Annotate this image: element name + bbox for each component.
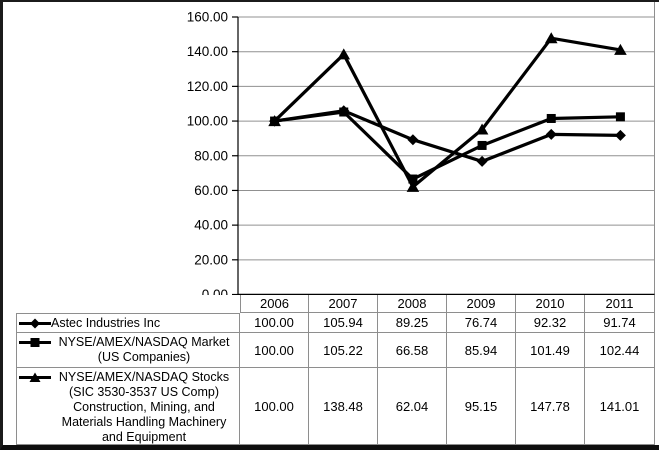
year-header-cell: 2009	[447, 295, 516, 313]
y-axis-tick-label: 160.00	[187, 10, 228, 25]
value-cell: 91.74	[585, 313, 655, 333]
legend-label-line: NYSE/AMEX/NASDAQ Market	[58, 335, 230, 349]
diamond-marker-icon	[614, 129, 626, 141]
table-row-spacer	[3, 368, 16, 445]
y-axis-tick-label: 20.00	[194, 252, 228, 267]
series-line-1	[274, 110, 621, 181]
value-cell: 100.00	[240, 333, 309, 368]
value-cell: 138.48	[309, 368, 378, 445]
year-header-cell: 2011	[585, 295, 655, 313]
legend-label-line: Construction, Mining, and	[73, 400, 215, 414]
value-cell: 101.49	[516, 333, 585, 368]
value-cell: 105.22	[309, 333, 378, 368]
legend-cell: Astec Industries Inc	[16, 313, 240, 333]
square-marker-icon	[546, 113, 556, 123]
legend-label-line: NYSE/AMEX/NASDAQ Stocks	[58, 370, 230, 384]
year-header-cell: 2007	[309, 295, 378, 313]
table-header-spacer	[3, 295, 240, 313]
triangle-marker-icon	[29, 372, 41, 382]
legend-label-line: (SIC 3530-3537 US Comp)	[68, 385, 220, 399]
value-cell: 147.78	[516, 368, 585, 445]
value-cell: 92.32	[516, 313, 585, 333]
value-cell: 66.58	[378, 333, 447, 368]
legend-key-triangle-icon	[19, 372, 51, 382]
y-axis-tick-label: 100.00	[187, 114, 228, 129]
value-cell: 95.15	[447, 368, 516, 445]
y-axis-tick-label: 80.00	[194, 148, 228, 163]
legend-label: NYSE/AMEX/NASDAQ Stocks (SIC 3530-3537 US…	[51, 370, 237, 445]
legend-cell: NYSE/AMEX/NASDAQ Stocks (SIC 3530-3537 US…	[16, 368, 240, 445]
value-cell: 141.01	[585, 368, 655, 445]
square-marker-icon	[615, 112, 625, 122]
diamond-marker-icon	[545, 128, 557, 140]
year-header-cell: 2010	[516, 295, 585, 313]
legend-label-line: Materials Handling Machinery	[61, 415, 227, 429]
value-cell: 105.94	[309, 313, 378, 333]
value-cell: 62.04	[378, 368, 447, 445]
y-axis-tick-label: 140.00	[187, 44, 228, 59]
diamond-marker-icon	[476, 155, 488, 167]
legend-label-line: Astec Industries Inc	[51, 316, 161, 330]
legend-label-line: (US Companies)	[97, 350, 191, 364]
table-row-spacer	[3, 333, 16, 368]
legend-label: NYSE/AMEX/NASDAQ Market (US Companies)	[51, 335, 237, 365]
year-header-cell: 2008	[378, 295, 447, 313]
year-header-cell: 2006	[240, 295, 309, 313]
y-axis-tick-label: 60.00	[194, 183, 228, 198]
value-cell: 89.25	[378, 313, 447, 333]
triangle-marker-icon	[337, 48, 351, 60]
square-marker-icon	[339, 107, 349, 117]
triangle-marker-icon	[475, 123, 489, 135]
value-cell: 85.94	[447, 333, 516, 368]
triangle-marker-icon	[544, 32, 558, 44]
value-cell: 76.74	[447, 313, 516, 333]
y-axis-tick-label: 40.00	[194, 218, 228, 233]
value-cell: 102.44	[585, 333, 655, 368]
square-marker-icon	[270, 116, 280, 126]
legend-key-diamond-icon	[19, 318, 51, 329]
square-marker-icon	[408, 174, 418, 184]
square-marker-icon	[477, 140, 487, 150]
square-marker-icon	[30, 338, 40, 347]
legend-key-square-icon	[19, 338, 51, 347]
diamond-marker-icon	[407, 134, 419, 146]
y-axis-tick-label: 120.00	[187, 79, 228, 94]
performance-line-chart: 0.00 20.00 40.00 60.00 80.00 100.00 120.00 140.…	[187, 2, 655, 295]
triangle-marker-icon	[614, 43, 627, 55]
series-line-2	[273, 36, 621, 190]
table-row-spacer	[3, 313, 16, 333]
performance-data-table: 2006 2007 2008 2009 2010 2011 Astec Industries…	[3, 295, 655, 445]
legend-label-line: and Equipment	[101, 430, 187, 444]
legend-label: Astec Industries Inc	[51, 316, 237, 331]
value-cell: 100.00	[240, 368, 309, 445]
triangle-marker-icon	[406, 180, 420, 192]
legend-cell: NYSE/AMEX/NASDAQ Market (US Companies)	[16, 333, 240, 368]
diamond-marker-icon	[30, 318, 40, 329]
value-cell: 100.00	[240, 313, 309, 333]
y-axis-tick-label: 0.00	[202, 287, 228, 295]
